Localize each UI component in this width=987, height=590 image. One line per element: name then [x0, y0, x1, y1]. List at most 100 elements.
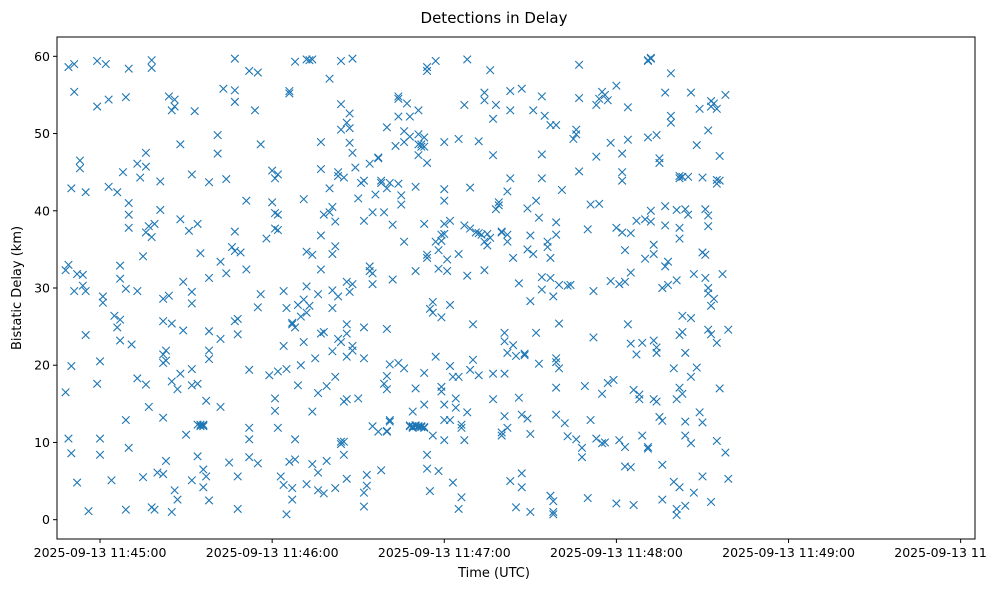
data-point — [325, 74, 334, 83]
data-point — [572, 435, 581, 444]
data-point — [127, 340, 136, 349]
data-point — [104, 182, 113, 192]
data-point — [529, 249, 538, 259]
data-point — [242, 265, 251, 274]
data-point — [173, 495, 182, 504]
data-point — [678, 327, 687, 337]
data-point — [658, 283, 667, 293]
data-point — [554, 280, 564, 290]
data-point — [345, 287, 354, 297]
data-point — [216, 402, 225, 412]
data-point — [592, 434, 601, 443]
data-point — [643, 444, 653, 453]
data-point — [179, 326, 188, 335]
data-point — [305, 55, 314, 65]
data-point — [98, 298, 108, 307]
data-point — [420, 219, 429, 229]
data-point — [385, 417, 394, 426]
data-point — [388, 220, 397, 229]
data-point — [176, 369, 185, 378]
data-point — [64, 434, 73, 443]
data-point — [414, 130, 423, 139]
data-point — [167, 377, 176, 386]
data-point — [141, 162, 151, 171]
data-point — [638, 431, 647, 440]
data-point — [663, 257, 673, 266]
data-point — [167, 319, 176, 328]
data-point — [686, 439, 696, 448]
data-point — [368, 208, 377, 217]
data-point — [331, 242, 340, 251]
data-point — [646, 206, 656, 215]
data-point — [253, 459, 263, 468]
data-point — [695, 104, 704, 114]
data-point — [224, 458, 234, 467]
data-point — [643, 133, 653, 142]
data-point — [331, 217, 340, 226]
data-point — [551, 357, 561, 367]
data-point — [164, 92, 174, 101]
data-point — [276, 472, 285, 481]
data-point — [503, 230, 512, 239]
data-point — [526, 507, 535, 517]
data-point — [652, 130, 661, 140]
data-point — [660, 88, 670, 97]
data-point — [643, 442, 653, 452]
data-point — [488, 369, 498, 378]
data-point — [313, 388, 323, 398]
data-point — [302, 282, 311, 291]
data-point — [678, 389, 687, 398]
data-point — [626, 462, 635, 472]
data-point — [233, 314, 242, 324]
data-point — [167, 507, 176, 517]
data-point — [549, 510, 558, 519]
data-point — [709, 99, 719, 108]
data-point — [138, 252, 148, 261]
data-point — [617, 149, 627, 158]
data-point — [267, 166, 277, 175]
data-point — [368, 269, 377, 278]
data-point — [250, 106, 260, 115]
data-point — [563, 432, 572, 441]
data-point — [646, 217, 656, 226]
data-point — [445, 216, 455, 225]
data-point — [374, 154, 383, 163]
data-point — [666, 69, 676, 78]
data-point — [385, 415, 394, 425]
data-point — [517, 84, 526, 93]
data-point — [354, 194, 363, 203]
data-point — [270, 394, 280, 403]
data-point — [629, 385, 638, 395]
data-point — [156, 205, 165, 215]
data-point — [658, 460, 667, 470]
data-point — [70, 59, 79, 69]
data-point — [95, 434, 105, 443]
data-point — [285, 457, 294, 466]
data-point — [342, 320, 351, 329]
data-point — [465, 183, 475, 192]
data-point — [282, 510, 291, 519]
data-point — [649, 249, 658, 259]
data-point — [572, 125, 581, 134]
data-point — [485, 66, 495, 75]
data-point — [158, 413, 168, 422]
data-point — [434, 264, 443, 273]
data-point — [440, 137, 449, 147]
data-point — [520, 349, 529, 358]
x-axis-label: Time (UTC) — [457, 566, 530, 581]
data-point — [187, 299, 197, 308]
data-point — [442, 266, 452, 276]
data-point — [689, 269, 699, 279]
data-point — [265, 371, 274, 380]
data-point — [371, 190, 380, 199]
data-point — [156, 177, 165, 186]
data-point — [382, 384, 392, 394]
data-point — [675, 223, 684, 232]
data-point — [546, 253, 555, 263]
data-point — [514, 393, 524, 402]
data-point — [681, 417, 690, 426]
data-point — [612, 499, 621, 508]
data-point — [692, 363, 701, 372]
data-point — [319, 327, 328, 337]
